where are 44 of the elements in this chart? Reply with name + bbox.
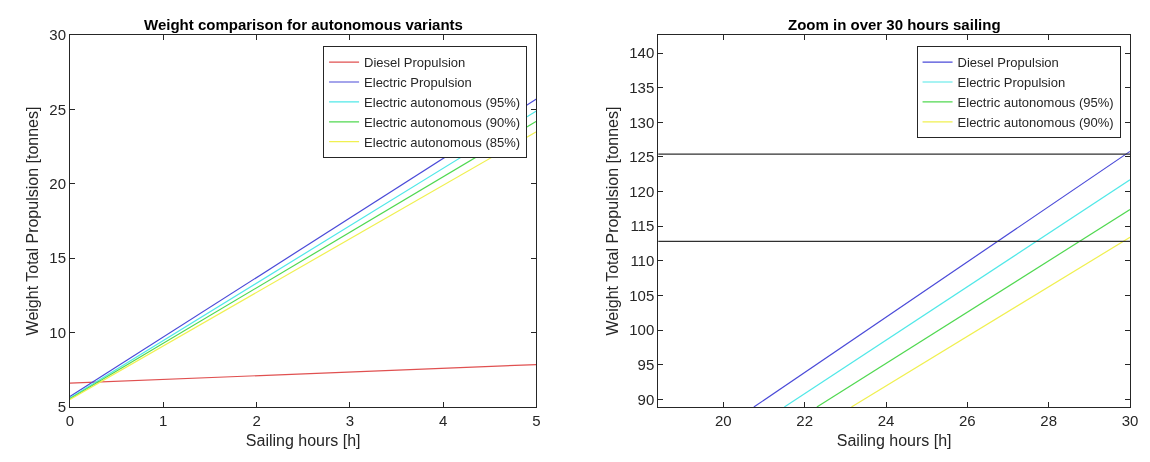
x-tick-label: 22 [796, 412, 814, 429]
y-tick-label: 105 [629, 286, 655, 304]
y-tick-label: 25 [49, 100, 66, 118]
x-tick-label: 24 [877, 412, 895, 429]
x-tick-label: 3 [345, 412, 355, 429]
y-tick-label: 15 [49, 249, 66, 267]
x-tick-label: 20 [715, 412, 732, 429]
x-axis-title: Sailing hours [h] [836, 431, 952, 449]
legend-label: Diesel Propulsion [957, 55, 1059, 71]
y-tick-label: 120 [629, 182, 655, 200]
y-tick-label: 5 [57, 398, 66, 416]
legend-label: Electric Propulsion [957, 75, 1066, 91]
x-axis-title: Sailing hours [h] [245, 431, 361, 449]
legend-label: Electric Propulsion [364, 75, 472, 91]
chart-title: Zoom in over 30 hours sailing [788, 16, 1001, 33]
x-tick-label: 30 [1121, 412, 1139, 429]
x-tick-label: 4 [438, 412, 448, 429]
y-tick-label: 30 [49, 26, 66, 44]
y-tick-label: 90 [637, 390, 655, 408]
legend-label: Electric autonomous (95%) [364, 94, 521, 110]
x-tick-label: 1 [159, 412, 168, 429]
y-tick-label: 125 [629, 148, 655, 166]
x-tick-label: 28 [1040, 412, 1058, 429]
y-tick-label: 140 [629, 44, 655, 62]
y-tick-label: 135 [629, 78, 655, 96]
legend-label: Electric autonomous (85%) [364, 134, 521, 150]
y-tick-label: 115 [630, 217, 655, 235]
x-tick-label: 26 [959, 412, 976, 429]
legend-label: Diesel Propulsion [364, 55, 466, 71]
x-tick-label: 5 [532, 412, 541, 429]
y-axis-title: Weight Total Propulsion [tonnes] [604, 106, 622, 336]
y-tick-label: 100 [629, 321, 655, 339]
chart-title: Weight comparison for autonomous variants [144, 16, 463, 33]
y-tick-label: 95 [637, 355, 655, 373]
y-tick-label: 110 [630, 252, 655, 270]
y-tick-label: 20 [49, 175, 66, 193]
y-axis-title: Weight Total Propulsion [tonnes] [24, 106, 42, 336]
legend-label: Electric autonomous (90%) [957, 114, 1114, 130]
legend-label: Electric autonomous (95%) [957, 94, 1114, 110]
legend-label: Electric autonomous (90%) [364, 114, 521, 130]
y-tick-label: 10 [49, 323, 66, 341]
x-tick-label: 0 [65, 412, 75, 429]
y-tick-label: 130 [629, 113, 655, 131]
x-tick-label: 2 [252, 412, 261, 429]
